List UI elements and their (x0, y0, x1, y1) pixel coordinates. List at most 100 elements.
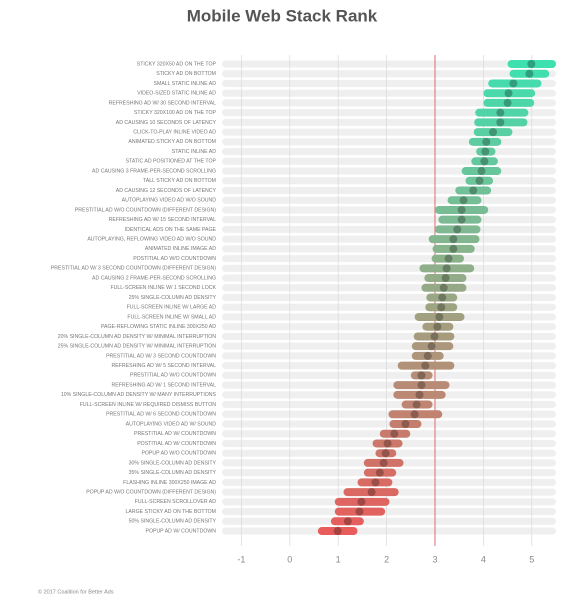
track (222, 371, 556, 379)
mean-dot-shade (441, 274, 450, 283)
mean-dot-shade (475, 176, 484, 185)
mean-dot-shade (489, 128, 498, 137)
category-label: LARGE STICKY AD ON THE BOTTOM (125, 509, 216, 515)
category-label: STICKY 320X100 AD ON THE TOP (134, 110, 217, 116)
mean-dot-shade (496, 118, 505, 127)
mean-dot-shade (381, 449, 390, 458)
track (222, 177, 556, 185)
mean-dot (415, 390, 424, 399)
category-label: AUTOPLAYING VIDEO AD W/O SOUND (122, 198, 217, 204)
track (222, 381, 556, 389)
category-label: PRESTITIAL AD W/O COUNTDOWN (130, 373, 216, 379)
category-label: 25% SINGLE-COLUMN AD DENSITY (129, 295, 217, 301)
category-label: POPUP AD W/ COUNTDOWN (145, 528, 216, 534)
mean-dot-shade (415, 390, 424, 399)
category-label: SMALL STATIC INLINE AD (154, 81, 217, 87)
category-label: REFRESHING AD W/ 1 SECOND INTERVAL (112, 382, 217, 388)
track (222, 79, 556, 87)
track (222, 157, 556, 165)
mean-dot (433, 322, 442, 331)
category-label: PRESTITIAL AD W/ 6 SECOND COUNTDOWN (106, 412, 216, 418)
track (222, 401, 556, 409)
mean-dot (482, 137, 491, 146)
mean-dot (401, 420, 410, 429)
mean-dot-shade (410, 410, 419, 419)
track (222, 255, 556, 263)
mean-dot (375, 468, 384, 477)
category-label: PAGE-REFLOWING STATIC INLINE 300X250 AD (101, 324, 216, 330)
category-label: AUTOPLAYING VIDEO AD W/ SOUND (126, 421, 217, 427)
mean-dot-shade (371, 478, 380, 487)
chart-title: Mobile Web Stack Rank (187, 6, 378, 25)
mean-dot-shade (333, 527, 342, 536)
mean-dot-shade (503, 98, 512, 107)
mean-dot (430, 332, 439, 341)
mean-dot (496, 118, 505, 127)
track (222, 294, 556, 302)
track (222, 186, 556, 194)
mean-dot (449, 235, 458, 244)
mean-dot-shade (457, 215, 466, 224)
mean-dot-shade (457, 205, 466, 214)
category-label: REFRESHING AD W/ 15 SECOND INTERVAL (109, 217, 216, 223)
track (222, 89, 556, 97)
mean-dot (357, 497, 366, 506)
mean-dot (439, 283, 448, 292)
mean-dot (412, 400, 421, 409)
category-label: FULL-SCREEN INLINE W/ 1 SECOND LOCK (110, 285, 216, 291)
mean-dot (383, 439, 392, 448)
category-label: 25% SINGLE-COLUMN AD DENSITY W/ MINIMAL … (58, 344, 216, 350)
category-label: 50% SINGLE-COLUMN AD DENSITY (129, 519, 217, 525)
mean-dot (509, 79, 518, 88)
category-label: POPUP AD W/O COUNTDOWN (141, 451, 216, 457)
mean-dot (381, 449, 390, 458)
mean-dot (442, 264, 451, 273)
category-label: AD CAUSING 2 FRAME-PER-SECOND SCROLLING (92, 275, 216, 281)
footer: © 2017 Coalition for Better Ads (38, 588, 114, 595)
track (222, 216, 556, 224)
track (222, 138, 556, 146)
category-label: POSTITIAL AD W/O COUNTDOWN (133, 256, 216, 262)
mean-dot-shade (417, 371, 426, 380)
mean-dot (457, 205, 466, 214)
mean-dot (355, 507, 364, 516)
mean-dot (457, 215, 466, 224)
track (222, 235, 556, 243)
mean-dot (503, 98, 512, 107)
track (222, 99, 556, 107)
category-label: AUTOPLAYING, REFLOWING VIDEO AD W/O SOUN… (87, 237, 216, 243)
mean-dot-shade (453, 225, 462, 234)
track (222, 60, 556, 68)
category-label: ANIMATED INLINE IMAGE AD (145, 246, 216, 252)
x-tick-label: 3 (432, 554, 437, 564)
track (222, 313, 556, 321)
mean-dot-shade (481, 147, 490, 156)
category-label: 20% SINGLE-COLUMN AD DENSITY W/ MINIMAL … (58, 334, 216, 340)
mean-dot-shade (423, 351, 432, 360)
mean-dot (504, 89, 513, 98)
mean-dot (367, 488, 376, 497)
category-label: STICKY 320X50 AD ON THE TOP (137, 61, 217, 67)
mean-dot (390, 429, 399, 438)
mean-dot (333, 527, 342, 536)
mean-dot (453, 225, 462, 234)
track (222, 128, 556, 136)
mean-dot-shade (355, 507, 364, 516)
category-label: FULL-SCREEN INLINE W/ REQUIRED DISMISS B… (80, 402, 216, 408)
mean-dot-shade (477, 167, 486, 176)
mean-dot-shade (437, 303, 446, 312)
category-label: IDENTICAL ADS ON THE SAME PAGE (125, 227, 217, 233)
category-label: STICKY AD ON BOTTOM (156, 71, 216, 77)
mean-dot (437, 303, 446, 312)
mean-dot (481, 147, 490, 156)
mean-dot (371, 478, 380, 487)
track (222, 391, 556, 399)
track (222, 342, 556, 350)
mean-dot-shade (435, 312, 444, 321)
mean-dot-shade (504, 89, 513, 98)
mean-dot (480, 157, 489, 166)
mean-dot-shade (417, 381, 426, 390)
mean-dot (459, 196, 468, 205)
mean-dot-shade (343, 517, 352, 526)
mean-dot-shade (412, 400, 421, 409)
